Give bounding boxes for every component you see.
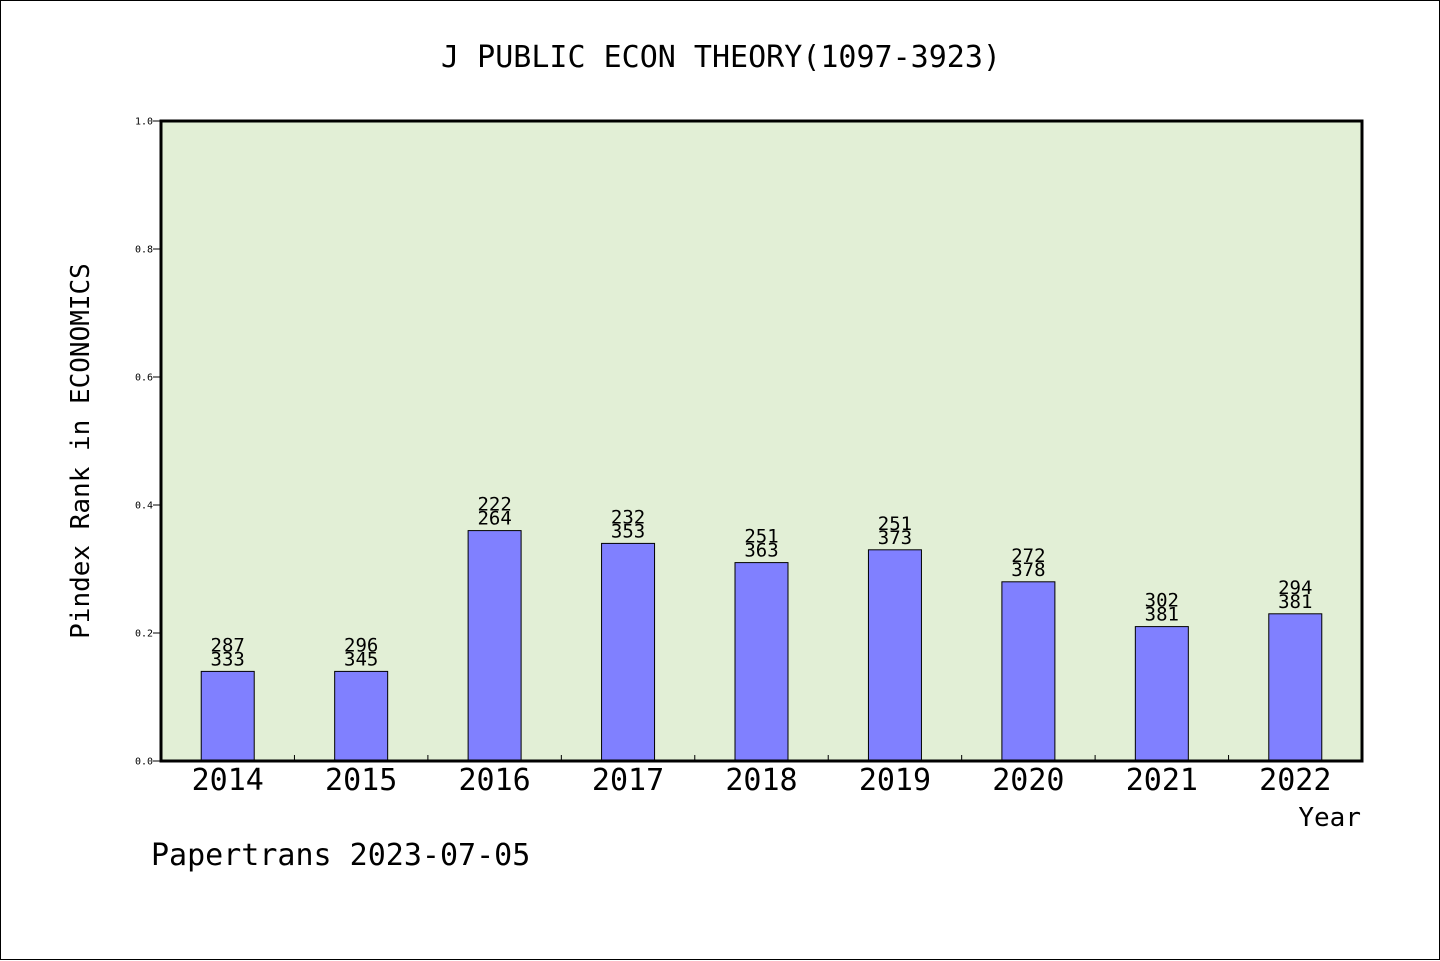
bar [1268, 613, 1323, 762]
bar-rank-label: 296 [344, 634, 378, 656]
bar-rank-label: 251 [878, 513, 912, 535]
bar [867, 549, 922, 762]
y-tick-label: 0.0 [135, 757, 153, 768]
x-tick-label: 2021 [1126, 763, 1198, 798]
bar [334, 670, 389, 762]
bar-rank-label: 287 [211, 634, 245, 656]
bar-rank-label: 232 [611, 506, 645, 528]
y-tick-label: 0.4 [135, 501, 153, 512]
bar-rank-label: 302 [1145, 590, 1179, 612]
x-tick-label: 2019 [859, 763, 931, 798]
y-axis: 0.0 0.2 0.4 0.6 0.8 1.0 [135, 117, 161, 768]
footer-source-date: Papertrans 2023-07-05 [151, 838, 530, 873]
bar-total-label: 373 [878, 527, 912, 549]
bar [734, 562, 789, 762]
y-tick-label: 1.0 [135, 117, 153, 128]
y-tick-label: 0.2 [135, 629, 153, 640]
x-tick-label: 2020 [992, 763, 1064, 798]
x-tick-label: 2014 [192, 763, 264, 798]
x-tick-label: 2017 [592, 763, 664, 798]
bar-total-label: 378 [1011, 559, 1045, 581]
bar-total-label: 333 [211, 648, 245, 670]
y-tick-label: 0.8 [135, 245, 153, 256]
bar-rank-label: 272 [1011, 545, 1045, 567]
bar-rank-label: 251 [744, 526, 778, 548]
x-axis: 2014 2015 2016 2017 2018 2019 2020 2021 2022 [192, 755, 1331, 798]
bar [467, 530, 522, 762]
x-axis-title: Year [1298, 803, 1361, 833]
plot-border [159, 119, 1364, 763]
bar [1134, 626, 1189, 762]
bar-rank-label: 222 [477, 494, 511, 516]
x-tick-label: 2022 [1259, 763, 1331, 798]
bar-total-label: 353 [611, 520, 645, 542]
y-tick-label: 0.6 [135, 373, 153, 384]
bar [601, 542, 656, 762]
bar-total-label: 345 [344, 648, 378, 670]
x-tick-label: 2018 [725, 763, 797, 798]
bar-rank-label: 294 [1278, 577, 1312, 599]
bar-total-label: 381 [1145, 604, 1179, 626]
bar [200, 670, 255, 762]
x-tick-label: 2015 [325, 763, 397, 798]
bar-total-label: 381 [1278, 591, 1312, 613]
y-axis-title: Pindex Rank in ECONOMICS [66, 263, 96, 639]
x-tick-label: 2016 [458, 763, 530, 798]
chart-title: J PUBLIC ECON THEORY(1097-3923) [441, 40, 1001, 75]
bar-total-label: 264 [477, 508, 511, 530]
bar [1001, 581, 1056, 762]
bar-total-label: 363 [744, 540, 778, 562]
